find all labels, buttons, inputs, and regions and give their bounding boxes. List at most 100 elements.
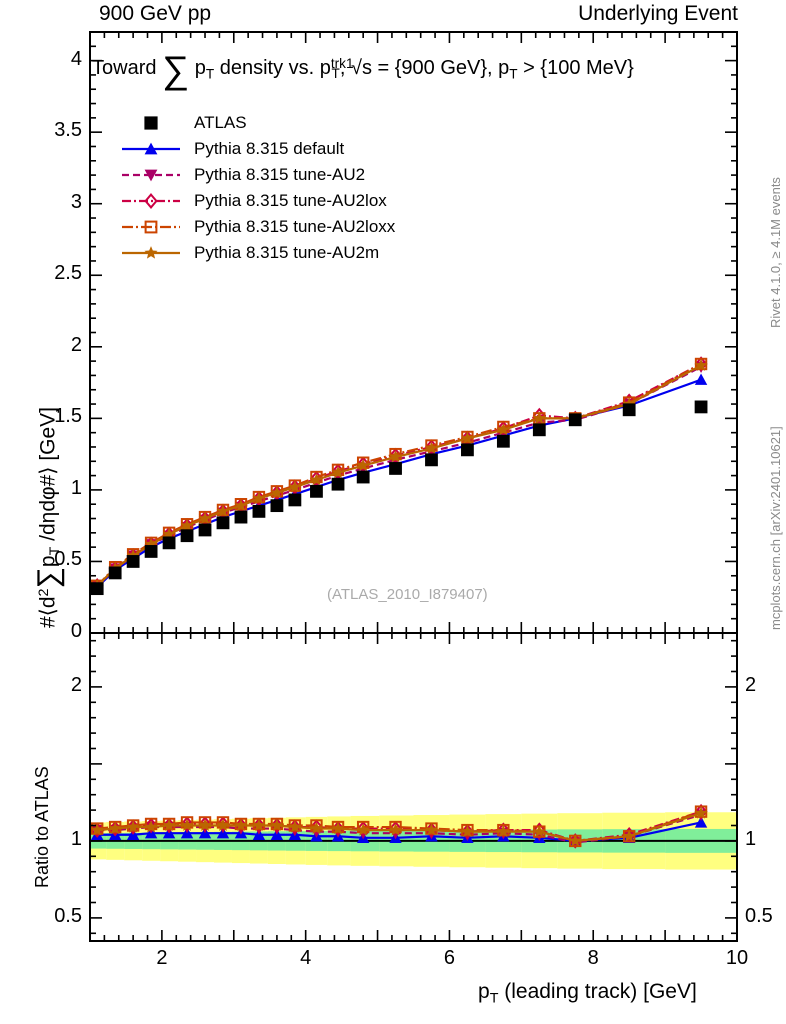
data-point-marker xyxy=(331,466,345,479)
data-point-marker xyxy=(198,511,212,524)
data-point-marker xyxy=(144,220,158,234)
series-line xyxy=(96,364,702,587)
data-point-marker xyxy=(216,516,230,530)
data-point-marker xyxy=(310,484,323,498)
data-point-marker xyxy=(622,403,636,417)
main-series-au2m xyxy=(90,358,708,592)
title-subT3: T xyxy=(509,66,518,82)
data-point-marker xyxy=(252,818,266,831)
data-point-marker xyxy=(144,142,158,155)
ratio-panel-frame xyxy=(89,632,738,942)
series-line xyxy=(96,363,702,587)
data-point-marker xyxy=(144,545,158,558)
main-ytick-label: 0.5 xyxy=(54,548,82,571)
main-ytick-label: 2.5 xyxy=(54,262,82,285)
header-left: 900 GeV pp xyxy=(99,2,212,25)
data-point-marker xyxy=(180,818,194,831)
xaxis-label-p: p xyxy=(478,980,490,1003)
ratio-ytick-label-left: 0.5 xyxy=(54,904,82,927)
legend-item-default[interactable]: Pythia 8.315 default xyxy=(120,136,395,162)
xaxis-label: pT (leading track) [GeV] xyxy=(478,980,697,1007)
data-point-marker xyxy=(288,493,302,507)
data-point-marker xyxy=(144,193,158,209)
legend-item-atlas[interactable]: ATLAS xyxy=(120,110,395,136)
legend-item-au2[interactable]: Pythia 8.315 tune-AU2 xyxy=(120,162,395,188)
data-point-marker xyxy=(108,821,122,835)
data-point-marker xyxy=(694,806,708,819)
title-sum: ∑ xyxy=(162,49,190,92)
legend-label-au2loxx: Pythia 8.315 tune-AU2loxx xyxy=(194,217,396,236)
data-point-marker xyxy=(568,413,582,427)
data-point-marker xyxy=(496,824,510,838)
data-point-marker xyxy=(496,423,510,436)
xtick-label: 4 xyxy=(300,947,312,969)
data-point-marker xyxy=(270,486,284,499)
xtick-label: 8 xyxy=(587,947,599,969)
title-subT2: T xyxy=(331,66,340,82)
legend-label-au2: Pythia 8.315 tune-AU2 xyxy=(194,165,366,184)
legend-marker-au2loxx xyxy=(122,220,180,234)
data-point-marker xyxy=(310,473,323,486)
legend-item-au2m[interactable]: Pythia 8.315 tune-AU2m xyxy=(120,240,395,266)
data-point-marker xyxy=(198,523,212,537)
data-point-marker xyxy=(180,529,194,543)
main-ytick-label: 1 xyxy=(70,476,82,499)
data-point-marker xyxy=(180,518,194,532)
title-d: > {100 MeV} xyxy=(517,57,634,80)
data-point-marker xyxy=(622,829,636,842)
header-right: Underlying Event xyxy=(578,2,738,25)
main-plot-title: Toward ∑ pT density vs. ptrk1T, √s = {90… xyxy=(92,51,634,89)
data-point-marker xyxy=(496,822,510,838)
data-point-marker xyxy=(310,821,323,835)
title-sup-trk1: trk1 xyxy=(330,56,354,71)
data-point-marker xyxy=(425,441,438,454)
data-point-marker xyxy=(144,820,158,833)
ratio-ytick-label-right: 1 xyxy=(745,827,757,850)
data-point-marker xyxy=(234,818,248,831)
data-point-marker xyxy=(144,246,158,259)
data-point-marker xyxy=(108,566,122,580)
data-point-marker xyxy=(694,373,708,385)
data-point-marker xyxy=(694,400,708,414)
series-line xyxy=(96,363,702,587)
data-point-marker xyxy=(331,477,345,491)
data-point-marker xyxy=(144,169,158,182)
ratio-ytick-label-right: 2 xyxy=(745,673,757,696)
main-ytick-label: 0 xyxy=(70,620,82,642)
ratio-ytick-label-left: 2 xyxy=(70,673,82,696)
main-ytick-label: 3 xyxy=(70,190,82,213)
legend-item-au2lox[interactable]: Pythia 8.315 tune-AU2lox xyxy=(120,188,395,214)
ratio-series-au2m xyxy=(90,806,708,847)
legend: ATLAS Pythia 8.315 default Pythia 8.315 tu… xyxy=(120,110,395,266)
data-point-marker xyxy=(198,818,212,831)
legend-marker-au2 xyxy=(122,169,180,182)
data-point-marker xyxy=(331,821,345,835)
main-ytick-label: 1.5 xyxy=(54,405,82,428)
main-series-atlas xyxy=(90,400,708,596)
main-series-au2lox xyxy=(90,356,708,594)
data-point-marker xyxy=(389,462,402,475)
data-point-marker xyxy=(288,820,302,833)
data-point-marker xyxy=(389,450,402,463)
legend-label-au2lox: Pythia 8.315 tune-AU2lox xyxy=(194,191,387,210)
data-point-marker xyxy=(216,818,230,831)
main-ytick-label: 2 xyxy=(70,333,82,356)
title-a: Toward xyxy=(92,57,157,80)
legend-label-default: Pythia 8.315 default xyxy=(194,139,345,158)
legend-item-au2loxx[interactable]: Pythia 8.315 tune-AU2loxx xyxy=(120,214,395,240)
xaxis-label-rest: (leading track) [GeV] xyxy=(498,980,697,1003)
data-point-marker xyxy=(461,824,474,838)
data-point-marker xyxy=(532,824,546,838)
data-point-marker xyxy=(425,453,438,467)
xtick-label: 6 xyxy=(443,947,455,969)
dataset-watermark: (ATLAS_2010_I879407) xyxy=(327,586,488,603)
legend-label-au2m: Pythia 8.315 tune-AU2m xyxy=(194,243,380,262)
data-point-marker xyxy=(252,491,266,504)
data-point-marker xyxy=(461,443,474,457)
data-point-marker xyxy=(694,816,708,828)
xtick-label: 2 xyxy=(156,947,168,969)
data-point-marker xyxy=(126,555,140,568)
data-point-marker xyxy=(461,431,474,444)
